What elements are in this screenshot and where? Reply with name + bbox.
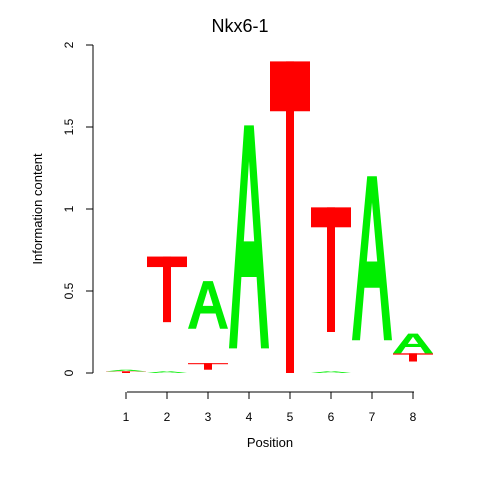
logo-letter-g [394,370,432,373]
logo-letter-g [189,370,227,373]
logo-letter-t [270,61,310,373]
logo-letter-c [312,333,348,363]
logo-letter-t [188,363,228,370]
logo-letter-c [189,330,225,362]
logo-letter-c [230,349,266,372]
logo-letter-a [352,176,392,340]
logo-letter-g [107,367,145,369]
x-tick-label: 4 [246,410,253,424]
y-tick-label: 1 [62,205,76,212]
y-tick-label: 1.5 [62,118,76,135]
x-tick-label: 6 [328,410,335,424]
logo-letter-c [148,324,184,363]
logo-letter-c [107,365,143,367]
logo-letter-g [148,365,186,371]
x-axis-ticks: 1 2 3 4 5 6 7 8 [123,392,417,424]
y-axis-ticks: 0 0.5 1 1.5 2 [62,41,93,376]
x-tick-label: 2 [164,410,171,424]
y-tick-label: 0 [62,369,76,376]
y-tick-label: 0.5 [62,282,76,299]
y-axis-label: Information content [30,153,45,265]
logo-letter-g [312,365,350,371]
logo-letter-t [393,353,433,361]
logo-letter-c [353,341,389,356]
x-tick-label: 8 [410,410,417,424]
logo-letter-t [147,257,187,323]
logo-letter-t [106,371,146,373]
logo-letter-a [393,334,433,354]
logo-letter-a [229,125,269,348]
logo-letter-a [106,370,146,372]
logo-letter-t [311,207,351,332]
x-axis-label: Position [247,435,293,450]
x-tick-label: 3 [205,410,212,424]
x-tick-label: 1 [123,410,130,424]
x-tick-label: 7 [369,410,376,424]
logo-letter-c [394,362,430,370]
logo-letter-a [188,281,228,329]
logo-letter-a [311,371,351,373]
y-tick-label: 2 [62,41,76,48]
x-tick-label: 5 [287,410,294,424]
letter-stack-layer [106,61,433,373]
logo-letter-g [353,357,391,372]
chart-title: Nkx6-1 [211,16,268,36]
logo-letter-a [147,371,187,373]
